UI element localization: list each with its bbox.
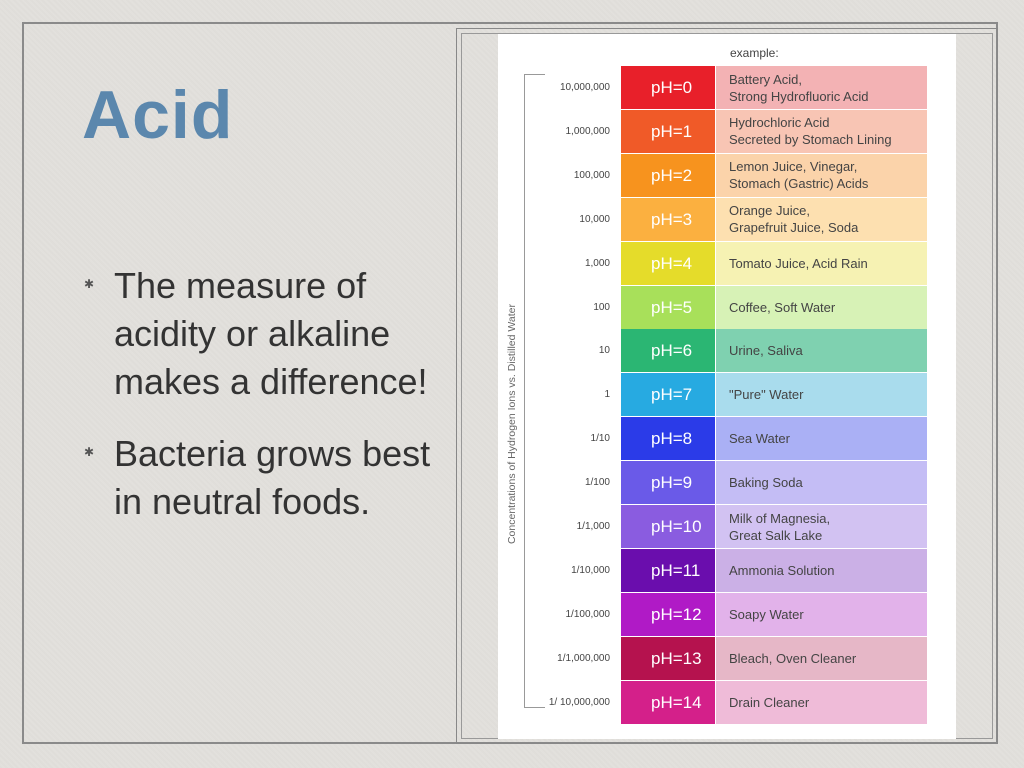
ph-row: 1,000,000 pH=1 Hydrochloric Acid Secreted … bbox=[498, 109, 956, 153]
example-text: Baking Soda bbox=[729, 475, 803, 491]
ph-row: 10 pH=6 Urine, Saliva bbox=[498, 329, 956, 373]
example-cell: "Pure" Water bbox=[716, 373, 927, 417]
asterisk-bullet-icon: ✱ bbox=[84, 445, 95, 459]
example-text: Hydrochloric Acid Secreted by Stomach Li… bbox=[729, 115, 892, 148]
concentration-label: 1/1,000 bbox=[576, 521, 610, 532]
image-frame-outer bbox=[456, 28, 998, 744]
ph-value-cell: pH=4 bbox=[621, 241, 715, 285]
example-text: Coffee, Soft Water bbox=[729, 299, 836, 315]
concentration-label: 1/10 bbox=[590, 433, 610, 445]
ph-value-cell: pH=9 bbox=[621, 461, 715, 505]
example-text: Orange Juice, Grapefruit Juice, Soda bbox=[729, 203, 859, 236]
example-cell: Sea Water bbox=[716, 417, 927, 461]
concentration-label: 1/1,000,000 bbox=[557, 652, 610, 664]
example-text: "Pure" Water bbox=[729, 387, 804, 403]
ph-value-cell: pH=13 bbox=[621, 636, 715, 680]
example-text: Lemon Juice, Vinegar, Stomach (Gastric) … bbox=[729, 159, 869, 192]
example-cell: Ammonia Solution bbox=[716, 548, 927, 592]
bullet-text: The measure of acidity or alkaline makes… bbox=[114, 265, 428, 402]
example-cell: Bleach, Oven Cleaner bbox=[716, 636, 927, 680]
example-header: example: bbox=[730, 46, 779, 60]
example-text: Bleach, Oven Cleaner bbox=[729, 650, 857, 666]
concentration-label: 1/10,000 bbox=[571, 564, 610, 576]
ph-value-cell: pH=11 bbox=[621, 548, 715, 592]
example-cell: Coffee, Soft Water bbox=[716, 285, 927, 329]
concentration-label: 1,000 bbox=[584, 257, 610, 269]
ph-value-cell: pH=10 bbox=[621, 505, 715, 548]
ph-value-cell: pH=14 bbox=[621, 680, 715, 724]
example-cell: Milk of Magnesia, Great Salk Lake bbox=[716, 505, 927, 548]
ph-row: 10,000 pH=3 Orange Juice, Grapefruit Juice… bbox=[498, 197, 956, 241]
example-cell: Soapy Water bbox=[716, 592, 927, 636]
ph-row: 1/10,000 pH=11 Ammonia Solution bbox=[498, 548, 956, 592]
ph-row: 100 pH=5 Coffee, Soft Water bbox=[498, 285, 956, 329]
example-text: Battery Acid, Strong Hydrofluoric Acid bbox=[729, 71, 869, 104]
ph-value-cell: pH=2 bbox=[621, 153, 715, 197]
ph-value-cell: pH=12 bbox=[621, 592, 715, 636]
example-text: Ammonia Solution bbox=[729, 562, 835, 578]
example-cell: Drain Cleaner bbox=[716, 680, 927, 724]
concentration-label: 1 bbox=[604, 389, 610, 401]
concentration-label: 100,000 bbox=[573, 169, 610, 181]
asterisk-bullet-icon: ✱ bbox=[84, 277, 95, 291]
example-text: Drain Cleaner bbox=[729, 694, 810, 710]
example-cell: Battery Acid, Strong Hydrofluoric Acid bbox=[716, 66, 927, 109]
concentration-label: 10,000 bbox=[579, 213, 610, 225]
example-cell: Lemon Juice, Vinegar, Stomach (Gastric) … bbox=[716, 153, 927, 197]
ph-value-cell: pH=3 bbox=[621, 197, 715, 241]
example-cell: Baking Soda bbox=[716, 461, 927, 505]
ph-row: 1/10 pH=8 Sea Water bbox=[498, 417, 956, 461]
example-text: Tomato Juice, Acid Rain bbox=[729, 255, 868, 271]
bullet-item: ✱ The measure of acidity or alkaline mak… bbox=[84, 262, 444, 406]
example-cell: Orange Juice, Grapefruit Juice, Soda bbox=[716, 197, 927, 241]
ph-row: 10,000,000 pH=0 Battery Acid, Strong Hydro… bbox=[498, 66, 956, 109]
bullet-list: ✱ The measure of acidity or alkaline mak… bbox=[84, 262, 444, 550]
ph-row: 1/1,000,000 pH=13 Bleach, Oven Cleaner bbox=[498, 636, 956, 680]
example-text: Milk of Magnesia, Great Salk Lake bbox=[729, 510, 831, 543]
slide-title: Acid bbox=[82, 77, 234, 153]
example-text: Soapy Water bbox=[729, 606, 804, 622]
ph-value-cell: pH=5 bbox=[621, 285, 715, 329]
concentration-label: 100 bbox=[593, 301, 610, 313]
example-cell: Urine, Saliva bbox=[716, 329, 927, 373]
ph-value-cell: pH=7 bbox=[621, 373, 715, 417]
ph-scale-chart: example: Concentrations of Hydrogen Ions… bbox=[498, 34, 956, 739]
ph-row: 1,000 pH=4 Tomato Juice, Acid Rain bbox=[498, 241, 956, 285]
ph-row: 1/100,000 pH=12 Soapy Water bbox=[498, 592, 956, 636]
example-cell: Tomato Juice, Acid Rain bbox=[716, 241, 927, 285]
concentration-label: 10,000,000 bbox=[559, 82, 610, 93]
ph-value-cell: pH=0 bbox=[621, 66, 715, 109]
ph-row: 1/ 10,000,000 pH=14 Drain Cleaner bbox=[498, 680, 956, 724]
example-text: Sea Water bbox=[729, 431, 790, 447]
ph-row: 1 pH=7 "Pure" Water bbox=[498, 373, 956, 417]
concentration-label: 10 bbox=[598, 345, 610, 357]
concentration-label: 1/100,000 bbox=[565, 608, 611, 620]
bullet-text: Bacteria grows best in neutral foods. bbox=[114, 433, 431, 522]
ph-row: 100,000 pH=2 Lemon Juice, Vinegar, Stomach… bbox=[498, 153, 956, 197]
concentration-label: 1/100 bbox=[584, 477, 610, 489]
concentration-label: 1/ 10,000,000 bbox=[548, 696, 610, 708]
axis-bracket bbox=[524, 74, 545, 708]
ph-value-cell: pH=1 bbox=[621, 109, 715, 153]
bullet-item: ✱ Bacteria grows best in neutral foods. bbox=[84, 430, 444, 526]
example-cell: Hydrochloric Acid Secreted by Stomach Li… bbox=[716, 109, 927, 153]
concentration-label: 1,000,000 bbox=[565, 125, 611, 137]
ph-value-cell: pH=8 bbox=[621, 417, 715, 461]
example-text: Urine, Saliva bbox=[729, 343, 803, 359]
ph-row: 1/1,000 pH=10 Milk of Magnesia, Great Salk… bbox=[498, 505, 956, 548]
ph-row: 1/100 pH=9 Baking Soda bbox=[498, 461, 956, 505]
ph-value-cell: pH=6 bbox=[621, 329, 715, 373]
